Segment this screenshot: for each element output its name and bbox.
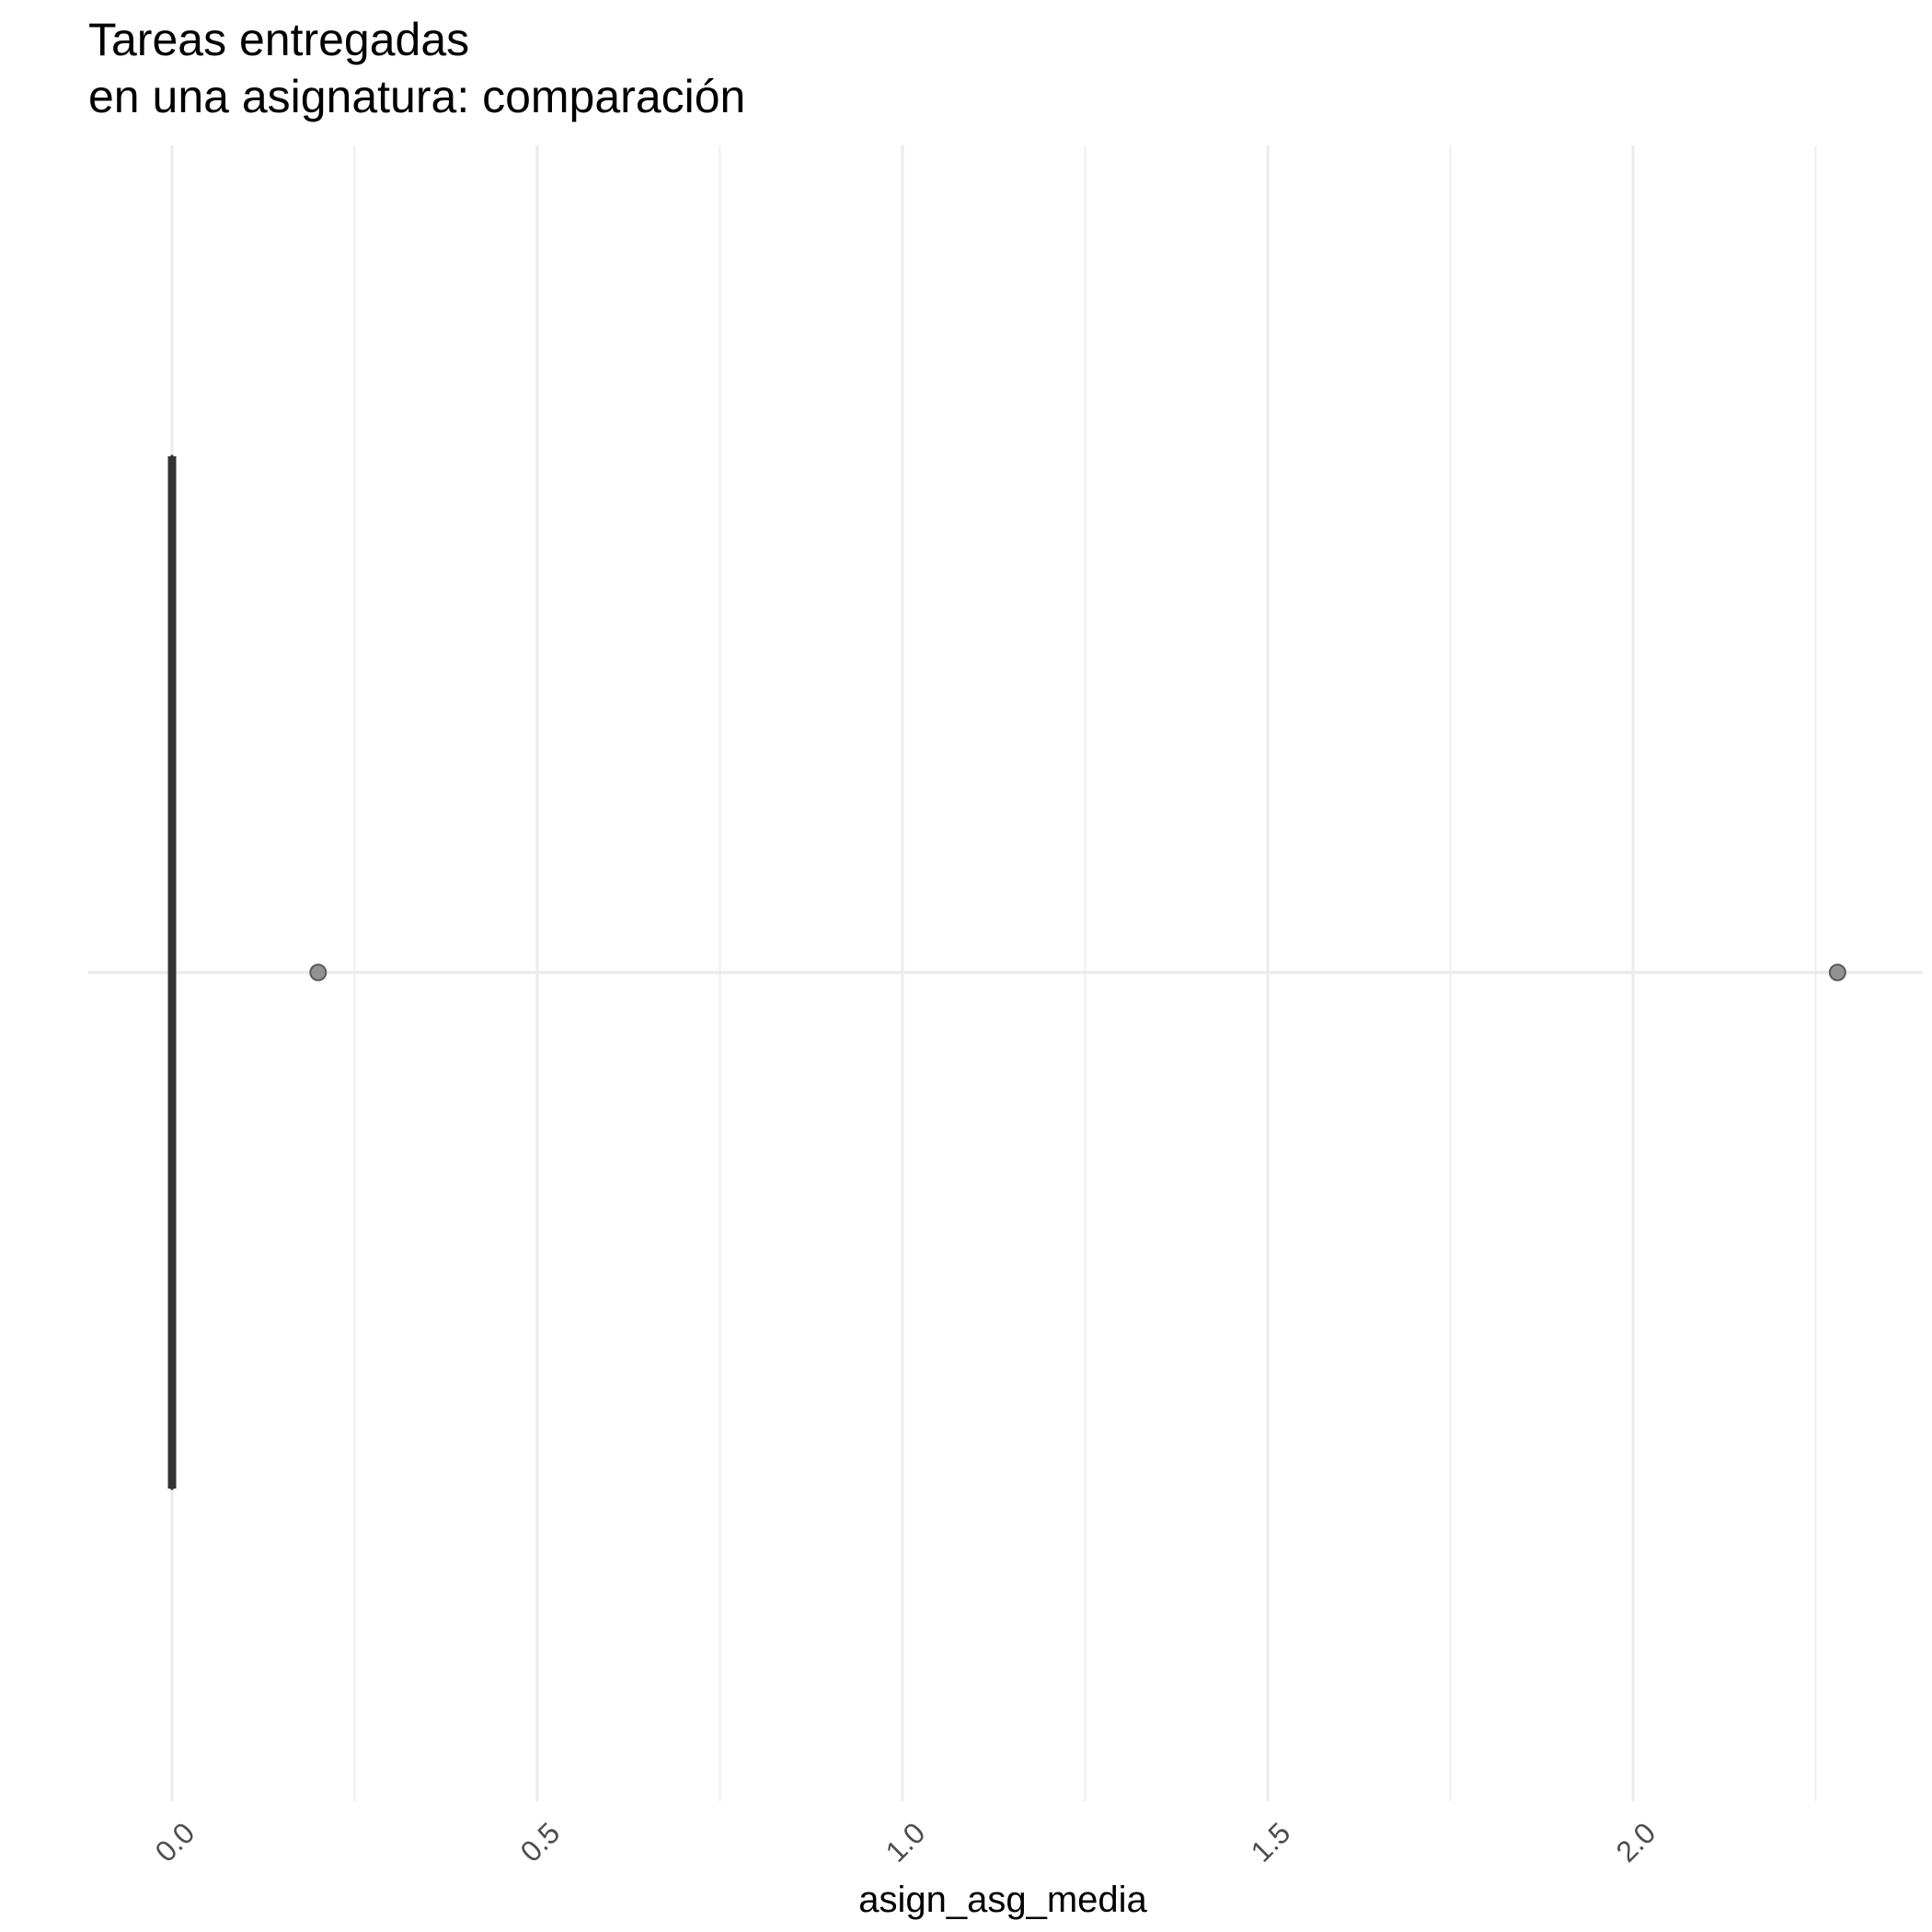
chart-title: Tareas entregadas: [88, 14, 469, 65]
x-tick-labels: 0.0 0.5 1.0 1.5 2.0: [148, 1816, 1662, 1869]
outlier-layer: [309, 963, 1846, 982]
x-tick-label: 2.0: [1609, 1816, 1662, 1869]
major-gridlines: [88, 145, 1923, 1801]
x-tick-label: 1.5: [1244, 1816, 1296, 1869]
x-tick-label: 0.0: [148, 1816, 201, 1869]
outlier-point: [309, 963, 328, 982]
x-tick-label: 0.5: [513, 1816, 566, 1869]
chart-subtitle: en una asignatura: comparación: [88, 71, 745, 122]
outlier-point: [1828, 963, 1846, 982]
x-axis-title: asign_asg_media: [858, 1880, 1147, 1920]
x-tick-label: 1.0: [879, 1816, 931, 1869]
